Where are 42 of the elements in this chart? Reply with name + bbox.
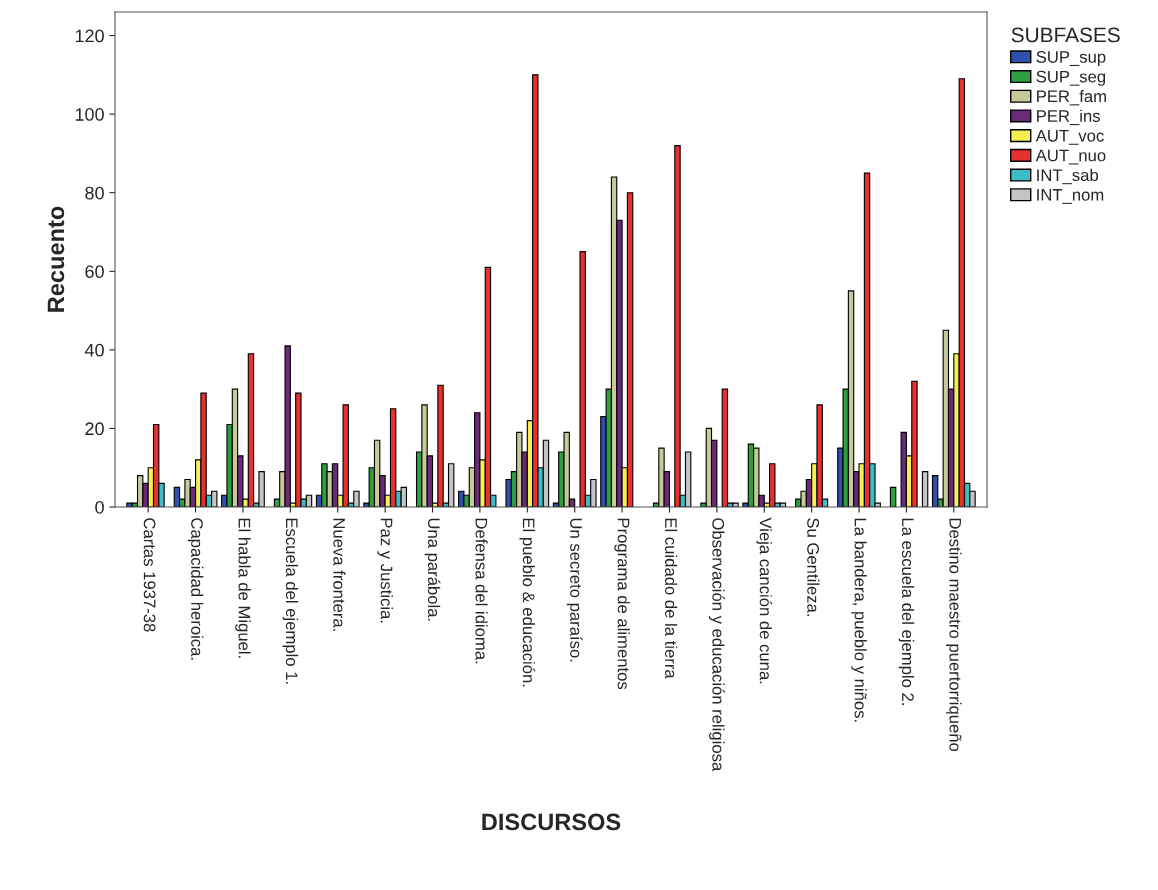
y-tick-label: 0 [95, 500, 104, 514]
bar [721, 388, 729, 507]
x-tick-label: La bandera, pueblo y niños. [851, 518, 867, 722]
legend-label: INT_sab [1037, 168, 1099, 185]
y-tick-label: 120 [75, 29, 104, 43]
x-tick-label: Destino maestro puertorriqueño [946, 518, 962, 752]
bar [674, 145, 681, 507]
y-tick-label: 40 [84, 343, 104, 357]
x-axis-title: DISCURSOS [482, 813, 621, 831]
legend-label: SUP_seg [1036, 70, 1106, 86]
legend-label: SUP_sup [1036, 51, 1106, 67]
x-tick-label: Cartas 1937-38 [143, 518, 156, 632]
x-tick-label: La escuela del ejemplo 2. [898, 518, 915, 705]
x-tick-label: Escuela del ejemplo 1. [282, 518, 299, 684]
x-tick-label: Defensa del idioma. [475, 518, 488, 664]
legend-label: PER_ins [1037, 109, 1100, 126]
legend-label: INT_nom [1037, 189, 1104, 204]
bar [447, 463, 455, 507]
y-tick-label: 80 [85, 186, 104, 200]
y-tick-label: 100 [75, 108, 104, 121]
y-tick-label: 60 [85, 265, 104, 279]
x-tick-label: Paz y Justicia. [377, 518, 393, 623]
x-tick-label: Nueva frontera. [333, 518, 346, 631]
x-tick-label: Observación y educación religiosa [709, 518, 725, 772]
x-tick-label: Una parábola. [424, 518, 441, 621]
x-tick-label: El cuidado de la tierra [665, 518, 678, 679]
y-axis-title: Recuento [47, 206, 65, 312]
legend-label: AUT_nuo [1035, 149, 1106, 165]
x-tick-label: Vieja canción de cuna. [756, 517, 773, 684]
legend-title: SUBFASES [1011, 27, 1120, 43]
y-tick-label: 20 [85, 422, 104, 436]
x-tick-label: Capacidad heroica. [187, 518, 204, 660]
bar [921, 471, 929, 507]
x-tick-label: El habla de Miguel. [235, 518, 251, 658]
x-tick-label: El pueblo & educación. [519, 518, 536, 687]
x-tick-label: Un secreto paraíso. [566, 518, 583, 662]
bar [579, 251, 586, 507]
legend-label: PER_fam [1037, 90, 1106, 106]
x-tick-label: Programa de alimentos [614, 518, 630, 690]
bar [900, 431, 907, 507]
x-tick-label: Su Gentileza. [807, 518, 820, 616]
legend-label: AUT_voc [1035, 130, 1104, 145]
